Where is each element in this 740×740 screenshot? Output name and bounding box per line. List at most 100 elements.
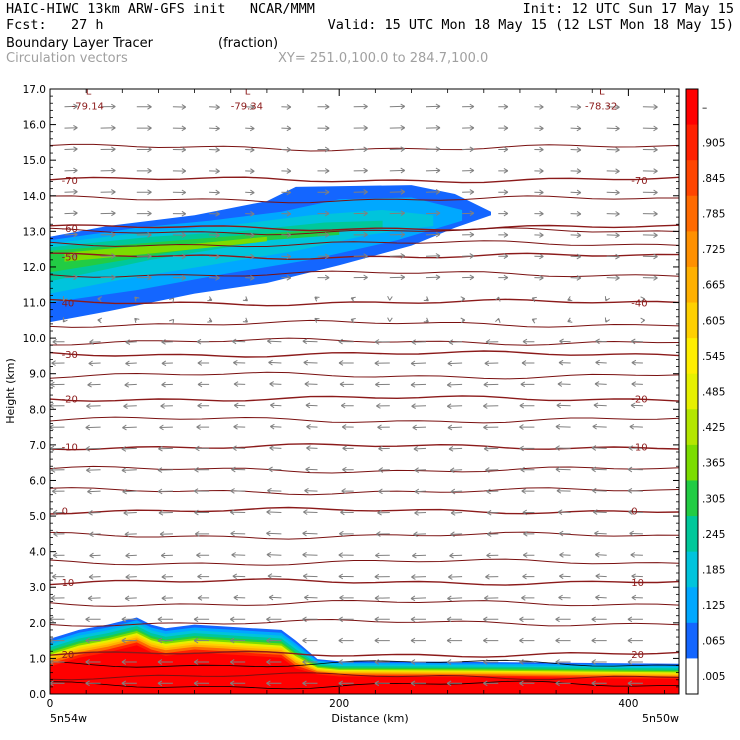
circulation-vector (157, 659, 173, 665)
circulation-vector (485, 573, 499, 580)
circulation-vector (125, 360, 137, 367)
y-tick-label: 4.0 (29, 547, 46, 559)
circulation-vector (245, 253, 255, 260)
circulation-vector (410, 659, 426, 665)
circulation-vector (197, 573, 210, 580)
x-axis-left-location: 5n54w (50, 712, 87, 725)
circulation-vector (642, 125, 658, 132)
circulation-vector (411, 339, 427, 345)
circulation-vector (317, 103, 330, 110)
circulation-vector (161, 360, 173, 367)
circulation-vector (631, 381, 643, 387)
circulation-vector (567, 317, 573, 323)
circulation-vector (555, 423, 571, 430)
circulation-vector (353, 274, 368, 281)
circulation-vector (353, 146, 368, 153)
y-tick-label: 0.0 (29, 689, 46, 701)
colorbar-level-label: .425 (702, 422, 725, 434)
circulation-vector (64, 124, 78, 131)
header-title: HAIC-HIWC 13km ARW-GFS init NCAR/MMM (6, 1, 315, 17)
circulation-vector (627, 616, 643, 623)
circulation-vector (425, 167, 441, 174)
circulation-vector (281, 146, 292, 153)
circulation-vector (448, 339, 463, 345)
circulation-vector (122, 424, 137, 431)
circulation-vector (462, 103, 475, 110)
circulation-vector (97, 296, 103, 302)
circulation-vector (100, 253, 116, 259)
circulation-vector (281, 274, 292, 281)
colorbar-swatch (686, 587, 698, 624)
circulation-vector (498, 232, 509, 238)
circulation-vector (519, 616, 535, 623)
circulation-vector (317, 168, 330, 174)
circulation-vector (486, 531, 499, 537)
circulation-vector (425, 103, 441, 110)
circulation-vector (498, 103, 509, 110)
header-init-time: Init: 12 UTC Sun 17 May 15 (522, 1, 734, 17)
circulation-vector (269, 381, 282, 387)
circulation-vector (268, 594, 282, 601)
circulation-vector (570, 210, 582, 217)
circulation-vector (100, 103, 116, 110)
circulation-vector (486, 552, 499, 559)
circulation-vector (519, 680, 535, 687)
circulation-vector (483, 424, 499, 431)
isotherm-label: -40 (631, 299, 647, 310)
circulation-vector (88, 360, 101, 367)
circulation-vector (462, 189, 475, 195)
circulation-vector (100, 189, 116, 195)
circulation-vector (306, 423, 318, 430)
circulation-vector (425, 274, 441, 281)
circulation-vector (195, 445, 210, 452)
circulation-vector (555, 659, 571, 665)
circulation-vector (302, 573, 318, 580)
circulation-vector (52, 509, 65, 516)
circulation-vector (350, 296, 356, 303)
circulation-vector (232, 445, 246, 452)
circulation-vector (172, 189, 187, 196)
circulation-vector (450, 488, 463, 495)
circulation-vector (85, 637, 101, 644)
circulation-vector (627, 659, 643, 665)
isotherm-line--60 (50, 224, 679, 232)
minimum-marker: L (245, 87, 251, 98)
circulation-vector (169, 297, 175, 303)
circulation-vector (378, 445, 390, 452)
circulation-vector (50, 381, 65, 388)
circulation-vector (125, 574, 137, 580)
circulation-vector (520, 466, 535, 473)
circulation-vector (85, 659, 101, 665)
isotherm-label: -10 (62, 443, 78, 454)
circulation-vector (267, 487, 282, 494)
colorbar-frame (685, 88, 699, 695)
isotherm-label: 0 (631, 507, 637, 518)
circulation-vector (534, 253, 544, 260)
circulation-vector (559, 338, 571, 345)
circulation-vector (51, 573, 65, 580)
circulation-vector (53, 531, 65, 537)
circulation-vector (302, 680, 318, 687)
circulation-vector (64, 231, 78, 238)
colorbar: – .905 .845 .785 .725 .665 .605 .545 .485 .425 .36… (685, 88, 725, 695)
circulation-vector (606, 146, 620, 153)
colorbar-level-label: .245 (702, 529, 725, 541)
circulation-vector (462, 167, 475, 174)
circulation-vector (87, 595, 101, 602)
circulation-vector (302, 338, 318, 345)
circulation-vector (374, 637, 390, 644)
minimum-value-label: -79.34 (231, 102, 263, 113)
isotherm-label: -20 (631, 395, 647, 406)
circulation-vector (410, 360, 427, 367)
circulation-vector (498, 125, 509, 131)
circulation-vector (353, 189, 368, 195)
circulation-vector (194, 509, 210, 516)
circulation-vector (245, 210, 255, 217)
circulation-vector (495, 318, 501, 323)
circulation-vector (340, 509, 354, 516)
circulation-vector (303, 359, 318, 366)
colorbar-level-label: .305 (702, 493, 725, 505)
circulation-vector (521, 488, 535, 494)
circulation-vector (389, 167, 406, 174)
circulation-vector (317, 232, 330, 238)
